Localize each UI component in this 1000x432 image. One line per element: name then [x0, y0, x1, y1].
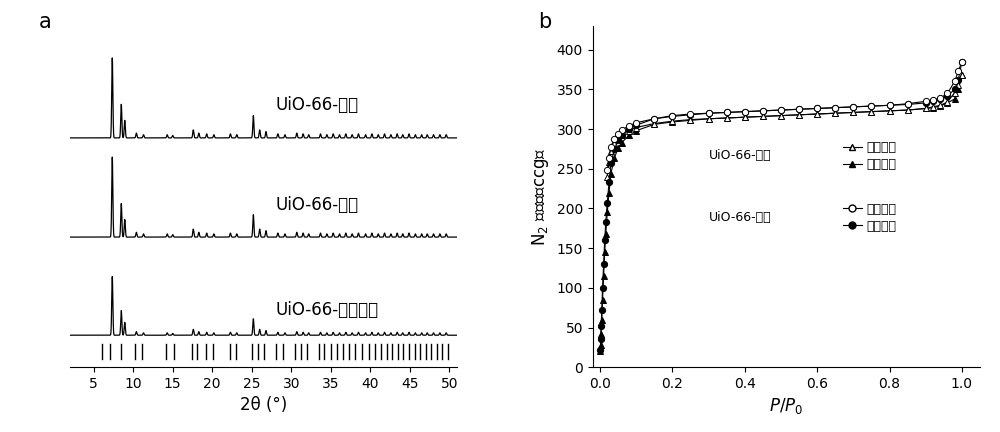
Text: UiO-66-合成: UiO-66-合成	[709, 149, 772, 162]
Text: UiO-66-再生: UiO-66-再生	[709, 210, 772, 223]
Text: UiO-66-再生: UiO-66-再生	[275, 96, 359, 114]
X-axis label: 2θ (°): 2θ (°)	[240, 397, 287, 414]
Text: UiO-66-文献报道: UiO-66-文献报道	[275, 301, 379, 319]
Legend: 脱附曲线, 吸附曲线: 脱附曲线, 吸附曲线	[843, 203, 897, 232]
Text: b: b	[539, 12, 552, 32]
X-axis label: $P/P_0$: $P/P_0$	[769, 397, 804, 416]
Text: a: a	[39, 12, 52, 32]
Y-axis label: N$_2$ 吸附量（ccg）: N$_2$ 吸附量（ccg）	[530, 147, 551, 246]
Text: UiO-66-合成: UiO-66-合成	[275, 196, 359, 213]
